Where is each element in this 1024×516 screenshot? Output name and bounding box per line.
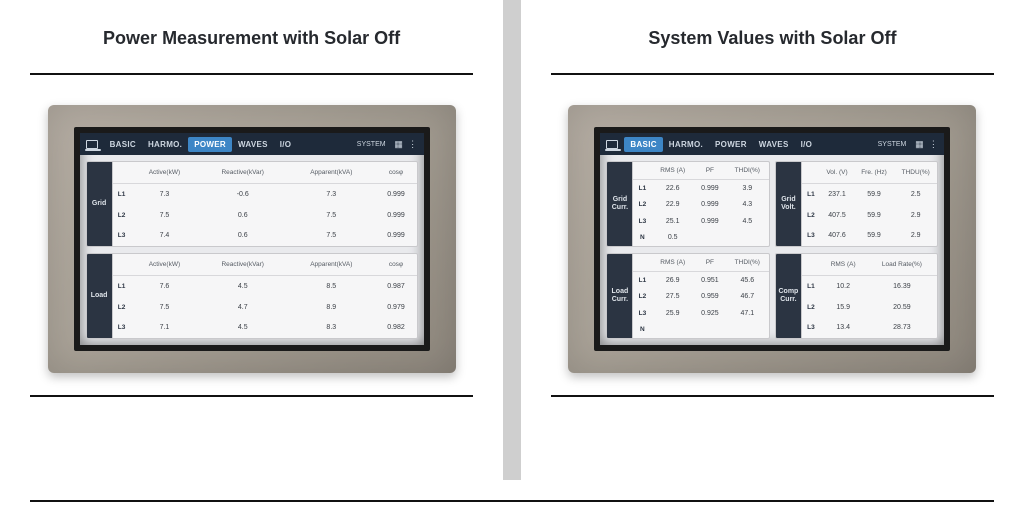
right-rule-top xyxy=(551,73,994,75)
table-row: N0.5 xyxy=(633,230,769,247)
grid-icon[interactable]: ▦ xyxy=(914,139,924,149)
tab-harmo[interactable]: HARMO. xyxy=(663,137,709,152)
load-panel: Load Active(kW) Reactive(kVar) Apparent(… xyxy=(86,253,418,339)
comp-curr-panel: Comp Curr. RMS (A)Load Rate(%) L110.216.… xyxy=(775,253,939,339)
menu-icon[interactable]: ⋮ xyxy=(408,139,418,149)
comp-curr-table: RMS (A)Load Rate(%) L110.216.39 L215.920… xyxy=(802,254,938,338)
table-row: L17.64.58.50.987 xyxy=(113,275,417,296)
left-device-bezel: BASIC HARMO. POWER WAVES I/O SYSTEM ▦ ⋮ … xyxy=(48,105,456,373)
right-screen: BASIC HARMO. POWER WAVES I/O SYSTEM ▦ ⋮ … xyxy=(594,127,950,351)
grid-header-row: Active(kW) Reactive(kVar) Apparent(kVA) … xyxy=(113,162,417,183)
load-table: Active(kW) Reactive(kVar) Apparent(kVA) … xyxy=(113,254,417,338)
left-rule-top xyxy=(30,73,473,75)
grid-volt-table: Vol. (V)Fre. (Hz)THDU(%) L1237.159.92.5 … xyxy=(802,162,938,246)
grid-sidelabel: Grid xyxy=(87,162,113,246)
menu-icon[interactable]: ⋮ xyxy=(928,139,938,149)
col-reactive: Reactive(kVar) xyxy=(198,162,287,183)
right-rule-bottom xyxy=(551,395,994,397)
col-active: Active(kW) xyxy=(131,162,199,183)
table-row: L3407.659.92.9 xyxy=(802,225,938,246)
tab-io[interactable]: I/O xyxy=(795,137,819,152)
grid-icon[interactable]: ▦ xyxy=(394,139,404,149)
table-row: L1237.159.92.5 xyxy=(802,183,938,204)
table-row: L2407.559.92.9 xyxy=(802,205,938,226)
col-cos: cosφ xyxy=(375,162,416,183)
right-screen-body: Grid Curr. RMS (A)PFTHDI(%) L122.60.9993… xyxy=(600,155,944,345)
table-row: L27.50.67.50.999 xyxy=(113,205,417,226)
table-row: L27.54.78.90.979 xyxy=(113,297,417,318)
load-header-row: Active(kW) Reactive(kVar) Apparent(kVA) … xyxy=(113,254,417,275)
grid-curr-panel: Grid Curr. RMS (A)PFTHDI(%) L122.60.9993… xyxy=(606,161,770,247)
table-row: L17.3-0.67.30.999 xyxy=(113,183,417,204)
tab-power[interactable]: POWER xyxy=(188,137,232,152)
grid-table: Active(kW) Reactive(kVar) Apparent(kVA) … xyxy=(113,162,417,246)
table-row: L325.10.9994.5 xyxy=(633,213,769,230)
tab-power[interactable]: POWER xyxy=(709,137,753,152)
table-row: L37.14.58.30.982 xyxy=(113,317,417,338)
table-row: L313.428.73 xyxy=(802,317,938,338)
top-row: Grid Curr. RMS (A)PFTHDI(%) L122.60.9993… xyxy=(606,161,938,247)
table-row: L110.216.39 xyxy=(802,275,938,296)
laptop-icon xyxy=(86,140,98,149)
grid-panel: Grid Active(kW) Reactive(kVar) Apparent(… xyxy=(86,161,418,247)
left-column: Power Measurement with Solar Off BASIC H… xyxy=(0,0,503,516)
table-row: L37.40.67.50.999 xyxy=(113,225,417,246)
load-curr-table: RMS (A)PFTHDI(%) L126.90.95145.6 L227.50… xyxy=(633,254,769,338)
left-topbar: BASIC HARMO. POWER WAVES I/O SYSTEM ▦ ⋮ xyxy=(80,133,424,155)
load-curr-panel: Load Curr. RMS (A)PFTHDI(%) L126.90.9514… xyxy=(606,253,770,339)
col-apparent: Apparent(kVA) xyxy=(287,162,375,183)
right-device-bezel: BASIC HARMO. POWER WAVES I/O SYSTEM ▦ ⋮ … xyxy=(568,105,976,373)
system-label[interactable]: SYSTEM xyxy=(357,141,386,148)
grid-volt-label: Grid Volt. xyxy=(776,162,802,246)
table-row: L126.90.95145.6 xyxy=(633,271,769,288)
tab-basic[interactable]: BASIC xyxy=(624,137,662,152)
comp-curr-label: Comp Curr. xyxy=(776,254,802,338)
left-screen-body: Grid Active(kW) Reactive(kVar) Apparent(… xyxy=(80,155,424,345)
table-row: L325.90.92547.1 xyxy=(633,305,769,322)
tab-waves[interactable]: WAVES xyxy=(753,137,795,152)
center-divider xyxy=(503,0,521,480)
tab-waves[interactable]: WAVES xyxy=(232,137,274,152)
grid-curr-label: Grid Curr. xyxy=(607,162,633,246)
table-row: L215.920.59 xyxy=(802,297,938,318)
tab-harmo[interactable]: HARMO. xyxy=(142,137,188,152)
bottom-row: Load Curr. RMS (A)PFTHDI(%) L126.90.9514… xyxy=(606,253,938,339)
tab-basic[interactable]: BASIC xyxy=(104,137,142,152)
table-row: L227.50.95946.7 xyxy=(633,289,769,306)
page-bottom-rule xyxy=(30,500,994,502)
system-label[interactable]: SYSTEM xyxy=(878,141,907,148)
left-screen: BASIC HARMO. POWER WAVES I/O SYSTEM ▦ ⋮ … xyxy=(74,127,430,351)
grid-volt-panel: Grid Volt. Vol. (V)Fre. (Hz)THDU(%) L123… xyxy=(775,161,939,247)
left-title: Power Measurement with Solar Off xyxy=(103,28,400,49)
load-sidelabel: Load xyxy=(87,254,113,338)
right-title: System Values with Solar Off xyxy=(648,28,896,49)
table-row: L122.60.9993.9 xyxy=(633,179,769,196)
load-curr-label: Load Curr. xyxy=(607,254,633,338)
laptop-icon xyxy=(606,140,618,149)
grid-curr-table: RMS (A)PFTHDI(%) L122.60.9993.9 L222.90.… xyxy=(633,162,769,246)
table-row: L222.90.9994.3 xyxy=(633,197,769,214)
left-rule-bottom xyxy=(30,395,473,397)
right-column: System Values with Solar Off BASIC HARMO… xyxy=(521,0,1024,516)
tab-io[interactable]: I/O xyxy=(274,137,298,152)
table-row: N xyxy=(633,322,769,339)
right-topbar: BASIC HARMO. POWER WAVES I/O SYSTEM ▦ ⋮ xyxy=(600,133,944,155)
